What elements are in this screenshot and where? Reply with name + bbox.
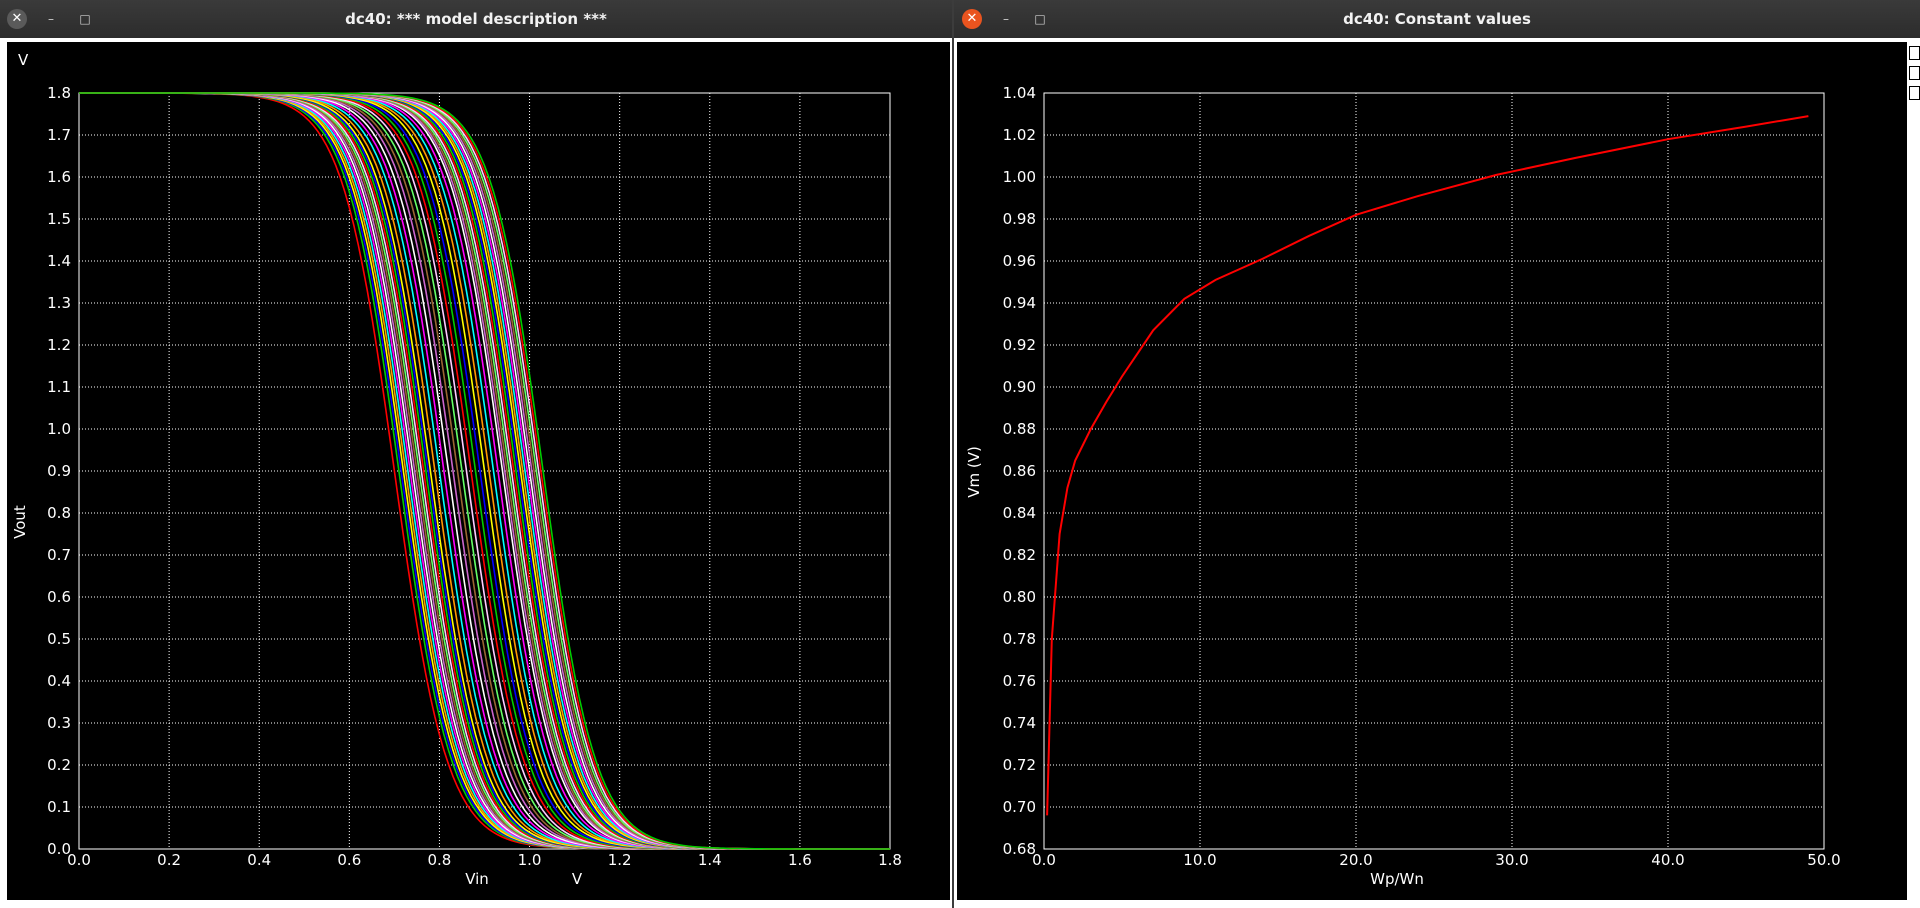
left-minimize-button[interactable]: –	[41, 9, 61, 29]
right-x-tick-label: 10.0	[1183, 851, 1216, 869]
left-y-tick-label: 1.4	[47, 252, 71, 270]
left-y-tick-label: 0.9	[47, 462, 71, 480]
left-y-tick-label: 0.5	[47, 630, 71, 648]
left-x-tick-label: 0.4	[247, 851, 271, 869]
maximize-icon: □	[1034, 12, 1046, 26]
left-y-axis-label: Vout	[11, 505, 29, 539]
minimize-icon: –	[48, 12, 54, 26]
close-icon: ✕	[966, 11, 978, 26]
left-plot-frame	[78, 92, 891, 850]
right-y-tick-label: 0.80	[1003, 588, 1036, 606]
left-y-tick-label: 1.8	[47, 84, 71, 102]
right-x-tick-label: 20.0	[1339, 851, 1372, 869]
left-close-button[interactable]: ✕	[7, 9, 27, 29]
left-x-axis-label: Vin	[465, 870, 489, 888]
right-y-tick-label: 0.76	[1003, 672, 1036, 690]
left-y-tick-label: 0.1	[47, 798, 71, 816]
left-x-tick-label: 1.0	[518, 851, 542, 869]
close-icon: ✕	[11, 11, 23, 26]
right-x-tick-label: 30.0	[1495, 851, 1528, 869]
right-ticks: 0.0 10.0 20.0 30.0 40.0 50.0 0.68 0.70 0.72 0.74 0…	[1003, 84, 1841, 869]
left-y-tick-label: 1.7	[47, 126, 71, 144]
right-y-tick-label: 1.02	[1003, 126, 1036, 144]
left-x-tick-label: 0.8	[428, 851, 452, 869]
right-y-tick-label: 0.86	[1003, 462, 1036, 480]
plot-window-model-description: ✕ – □ dc40: *** model description *** 0.…	[0, 0, 952, 908]
left-y-tick-label: 1.6	[47, 168, 71, 186]
right-titlebar[interactable]: ✕ – □ dc40: Constant values	[954, 0, 1920, 38]
right-y-tick-label: 1.04	[1003, 84, 1036, 102]
left-plot-area[interactable]: 0.0 0.2 0.4 0.6 0.8 1.0 1.2 1.4 1.6 1.8 0.0 0.1 0.2 0…	[7, 42, 950, 900]
left-maximize-button[interactable]: □	[75, 9, 95, 29]
right-y-axis-label: Vm (V)	[965, 446, 983, 498]
right-grid	[1043, 92, 1825, 850]
vm-curve	[1046, 115, 1809, 816]
left-titlebar[interactable]: ✕ – □ dc40: *** model description ***	[0, 0, 952, 38]
right-side-panel	[1906, 42, 1920, 192]
left-y-tick-label: 1.3	[47, 294, 71, 312]
left-y-tick-label: 0.7	[47, 546, 71, 564]
left-x-tick-label: 1.4	[698, 851, 722, 869]
left-y-tick-label: 1.0	[47, 420, 71, 438]
left-y-tick-label: 0.4	[47, 672, 71, 690]
transfer-curves-chart: 0.0 0.2 0.4 0.6 0.8 1.0 1.2 1.4 1.6 1.8 0.0 0.1 0.2 0…	[11, 51, 902, 888]
left-x-tick-label: 0.6	[337, 851, 361, 869]
right-x-tick-label: 40.0	[1651, 851, 1684, 869]
left-x-tick-label: 0.2	[157, 851, 181, 869]
right-minimize-button[interactable]: –	[996, 9, 1016, 29]
left-y-tick-label: 0.6	[47, 588, 71, 606]
right-x-tick-label: 0.0	[1032, 851, 1056, 869]
right-x-tick-label: 50.0	[1807, 851, 1840, 869]
right-y-tick-label: 0.88	[1003, 420, 1036, 438]
right-y-tick-label: 1.00	[1003, 168, 1036, 186]
right-series-group	[1046, 115, 1809, 816]
side-control-button-2[interactable]	[1909, 66, 1920, 80]
right-y-tick-label: 0.90	[1003, 378, 1036, 396]
right-close-button[interactable]: ✕	[962, 9, 982, 29]
transfer-curve	[79, 92, 890, 850]
side-control-button-3[interactable]	[1909, 86, 1920, 100]
side-control-button-1[interactable]	[1909, 46, 1920, 60]
left-y-tick-label: 1.1	[47, 378, 71, 396]
right-y-tick-label: 0.98	[1003, 210, 1036, 228]
right-plot-area[interactable]: 0.0 10.0 20.0 30.0 40.0 50.0 0.68 0.70 0.72 0.74 0…	[957, 42, 1907, 900]
right-maximize-button[interactable]: □	[1030, 9, 1050, 29]
left-window-title: dc40: *** model description ***	[345, 10, 607, 28]
right-y-tick-label: 0.72	[1003, 756, 1036, 774]
left-y-tick-label: 0.0	[47, 840, 71, 858]
right-y-tick-label: 0.78	[1003, 630, 1036, 648]
left-x-tick-label: 1.2	[608, 851, 632, 869]
right-plot-frame	[1043, 92, 1825, 850]
left-ticks: 0.0 0.2 0.4 0.6 0.8 1.0 1.2 1.4 1.6 1.8 0.0 0.1 0.2 0…	[47, 84, 902, 869]
left-y-tick-label: 1.5	[47, 210, 71, 228]
right-y-tick-label: 0.82	[1003, 546, 1036, 564]
left-series-group	[79, 92, 890, 850]
left-y-unit: V	[18, 51, 29, 69]
plot-window-constant-values: ✕ – □ dc40: Constant values 0.0 10.0 20.0 3…	[954, 0, 1920, 908]
right-window-title: dc40: Constant values	[1343, 10, 1531, 28]
left-y-tick-label: 0.8	[47, 504, 71, 522]
right-y-tick-label: 0.96	[1003, 252, 1036, 270]
maximize-icon: □	[79, 12, 91, 26]
left-x-unit: V	[572, 870, 583, 888]
left-y-tick-label: 1.2	[47, 336, 71, 354]
right-y-tick-label: 0.84	[1003, 504, 1036, 522]
right-y-tick-label: 0.74	[1003, 714, 1036, 732]
left-y-tick-label: 0.2	[47, 756, 71, 774]
left-y-tick-label: 0.3	[47, 714, 71, 732]
right-x-axis-label: Wp/Wn	[1370, 870, 1424, 888]
left-x-tick-label: 0.0	[67, 851, 91, 869]
right-y-tick-label: 0.68	[1003, 840, 1036, 858]
left-x-tick-label: 1.6	[788, 851, 812, 869]
right-y-tick-label: 0.92	[1003, 336, 1036, 354]
right-y-tick-label: 0.70	[1003, 798, 1036, 816]
minimize-icon: –	[1003, 12, 1009, 26]
right-y-tick-label: 0.94	[1003, 294, 1036, 312]
vm-vs-ratio-chart: 0.0 10.0 20.0 30.0 40.0 50.0 0.68 0.70 0.72 0.74 0…	[965, 84, 1841, 888]
left-x-tick-label: 1.8	[878, 851, 902, 869]
